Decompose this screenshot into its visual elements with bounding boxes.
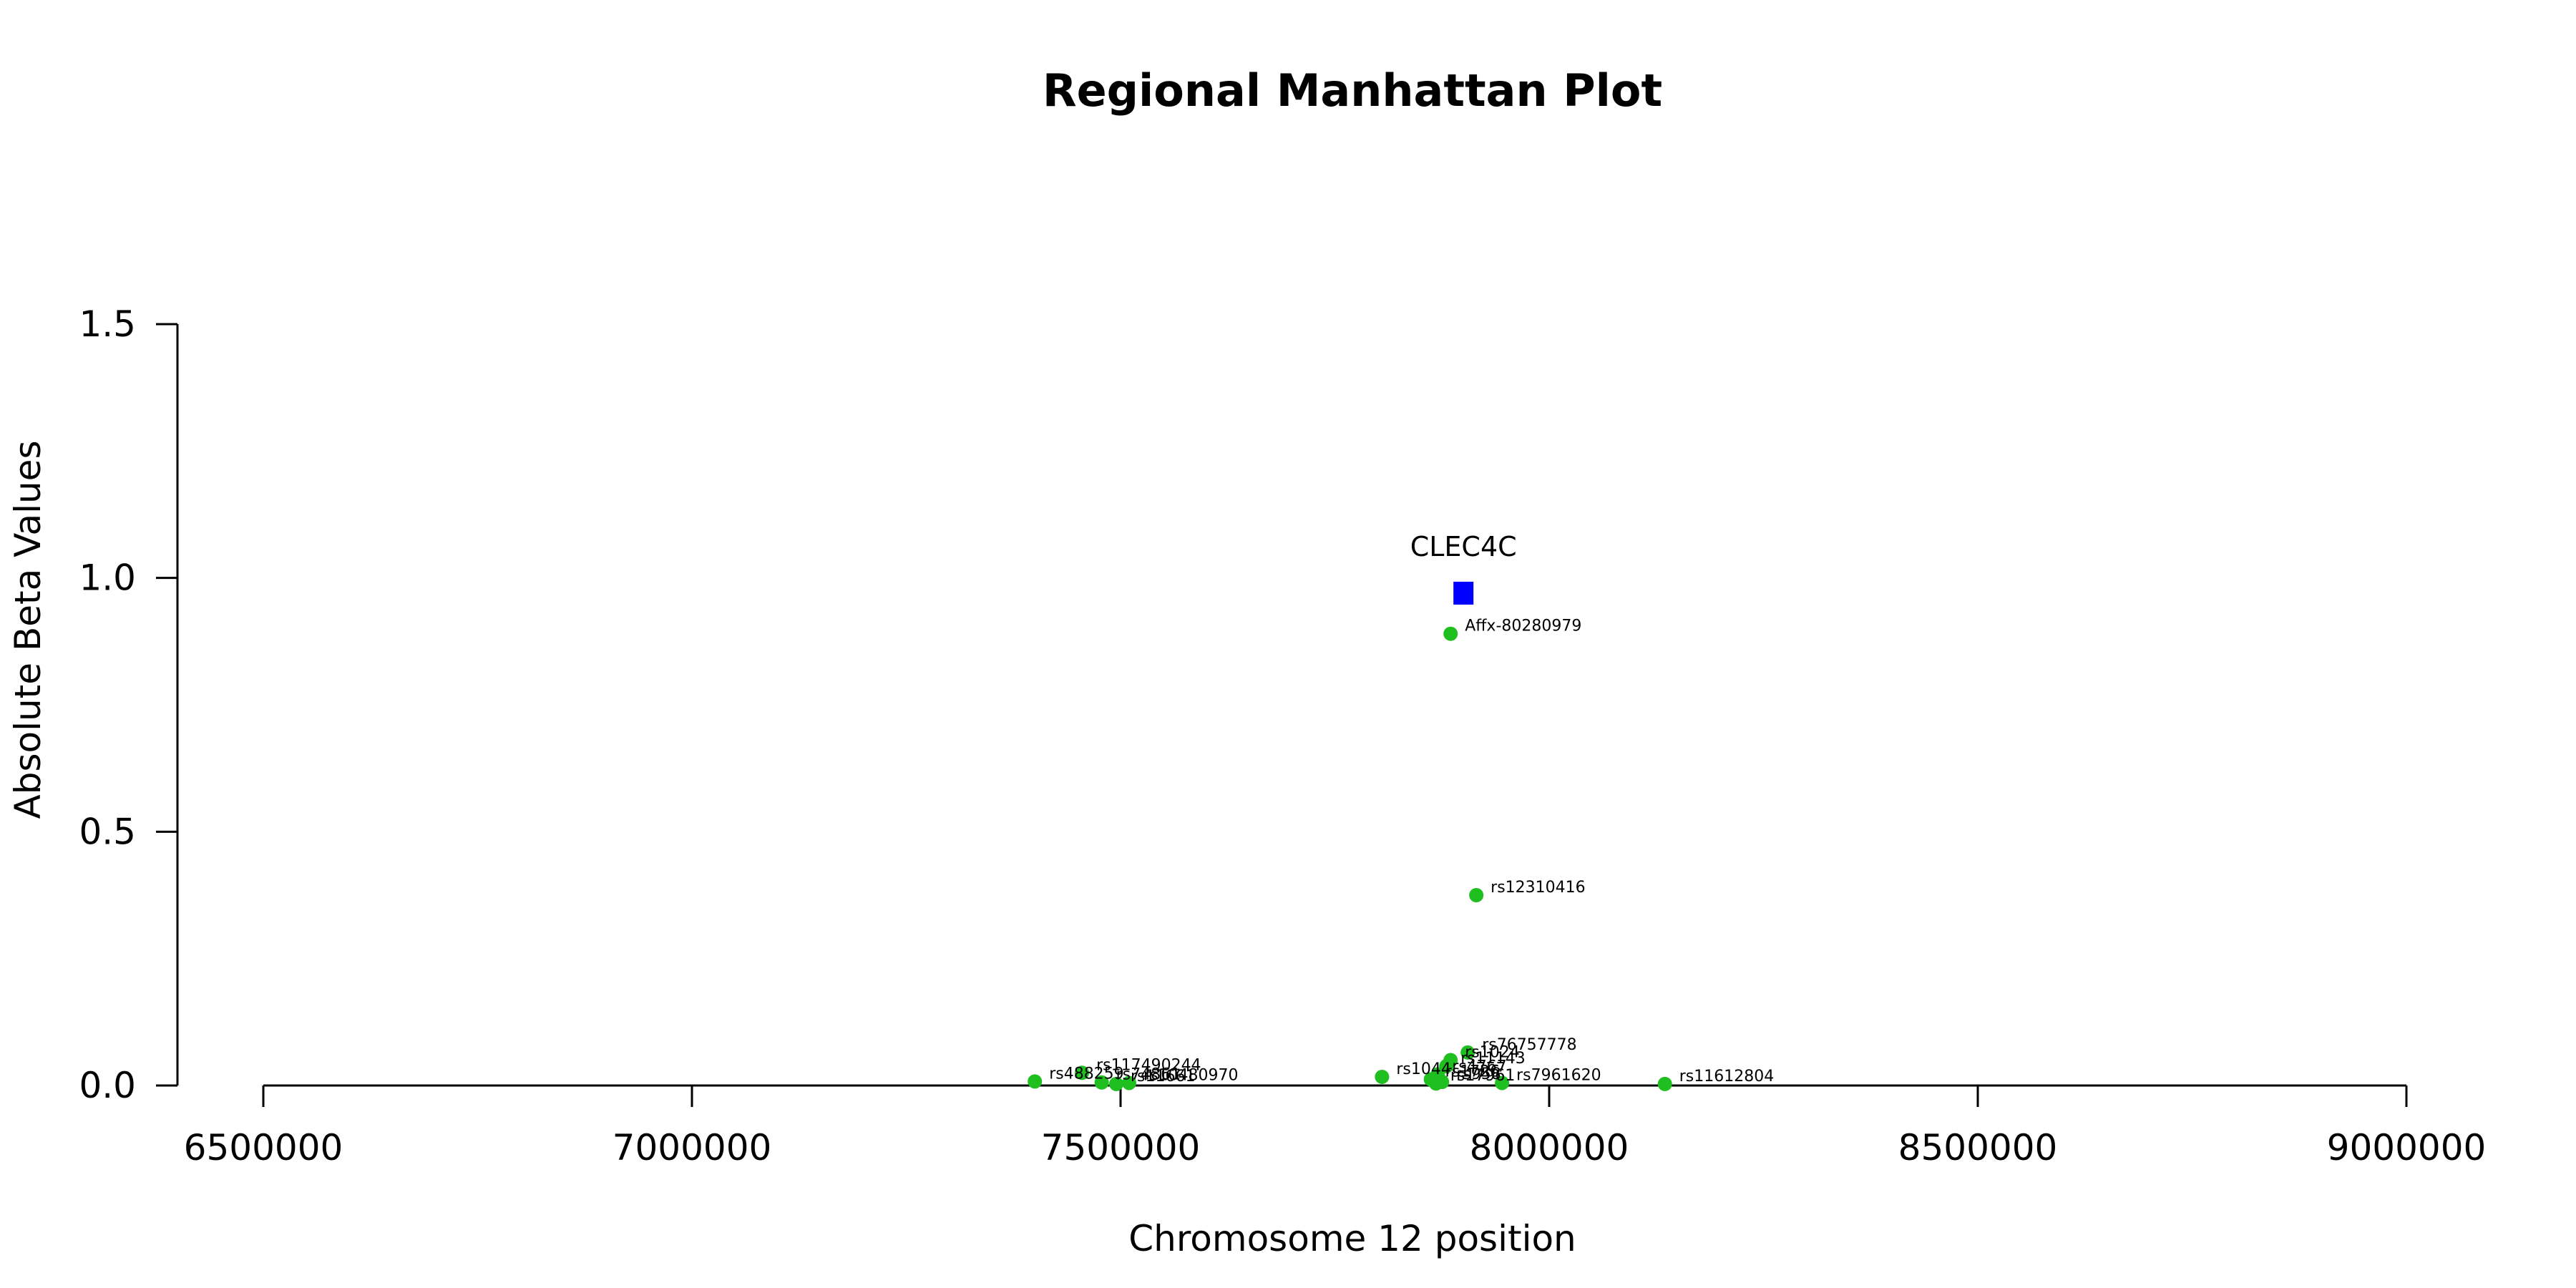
snp-label: rs11143 bbox=[1460, 1050, 1526, 1068]
snp-label: rs11612804 bbox=[1679, 1068, 1774, 1085]
x-axis-label: Chromosome 12 position bbox=[1128, 1218, 1576, 1259]
snp-point bbox=[1428, 1076, 1443, 1091]
snp-point bbox=[1495, 1075, 1510, 1091]
snp-label: rs488259 bbox=[1049, 1065, 1124, 1083]
snp-label: rs117490244 bbox=[1096, 1056, 1201, 1074]
snp-label: Affx-80280979 bbox=[1465, 618, 1581, 635]
snp-label: rs10480970 bbox=[1143, 1066, 1238, 1084]
y-tick-label: 1.0 bbox=[79, 557, 136, 599]
y-tick-label: 0.0 bbox=[79, 1065, 136, 1106]
gene-label: CLEC4C bbox=[1410, 531, 1517, 562]
snp-label: rs1024 bbox=[1465, 1044, 1520, 1062]
snp-label: rs958 bbox=[1456, 1065, 1501, 1083]
x-tick-label: 9000000 bbox=[2327, 1127, 2487, 1169]
snp-point bbox=[1657, 1076, 1672, 1091]
y-axis: 0.0 0.5 1.0 1.5 bbox=[79, 303, 179, 1106]
gene-marker bbox=[1453, 581, 1474, 605]
gene-layer: CLEC4C bbox=[1410, 531, 1517, 605]
chart-title: Regional Manhattan Plot bbox=[1043, 64, 1662, 117]
snp-label: rs7961620 bbox=[1516, 1066, 1601, 1084]
y-axis-label: Absolute Beta Values bbox=[7, 441, 49, 819]
snp-point bbox=[1443, 626, 1458, 641]
snp-label: rs12310416 bbox=[1491, 879, 1585, 897]
x-tick-label: 8500000 bbox=[1898, 1127, 2058, 1169]
snp-label: rs76757778 bbox=[1482, 1036, 1576, 1054]
x-tick-label: 8000000 bbox=[1470, 1127, 1629, 1169]
snp-label: rs11661 bbox=[1131, 1068, 1196, 1085]
y-tick-label: 0.5 bbox=[79, 811, 136, 852]
x-tick-label: 6500000 bbox=[184, 1127, 343, 1169]
x-tick-label: 7000000 bbox=[613, 1127, 772, 1169]
snp-point bbox=[1121, 1075, 1136, 1091]
snp-labels-layer: Affx-80280979 rs12310416 rs76757778 rs11612… bbox=[1049, 618, 1774, 1085]
snp-point bbox=[1075, 1065, 1090, 1080]
snp-point bbox=[1460, 1045, 1475, 1060]
snp-point bbox=[1109, 1076, 1124, 1091]
x-tick-label: 7500000 bbox=[1041, 1127, 1201, 1169]
snp-label: rs4767 bbox=[1452, 1058, 1507, 1075]
snp-label: rs17961 bbox=[1450, 1067, 1516, 1085]
snp-point bbox=[1094, 1075, 1109, 1090]
snp-points-layer bbox=[1028, 626, 1672, 1091]
snp-label: rs1044 bbox=[1396, 1060, 1451, 1078]
snp-label: rs1726 bbox=[1445, 1063, 1501, 1080]
y-tick-label: 1.5 bbox=[79, 303, 136, 345]
snp-label: rs74861 bbox=[1116, 1066, 1181, 1084]
x-axis: 6500000 7000000 7500000 8000000 8500000 90000… bbox=[184, 1084, 2487, 1169]
snp-point bbox=[1375, 1069, 1390, 1084]
snp-point bbox=[1028, 1074, 1043, 1089]
snp-point bbox=[1469, 888, 1484, 902]
